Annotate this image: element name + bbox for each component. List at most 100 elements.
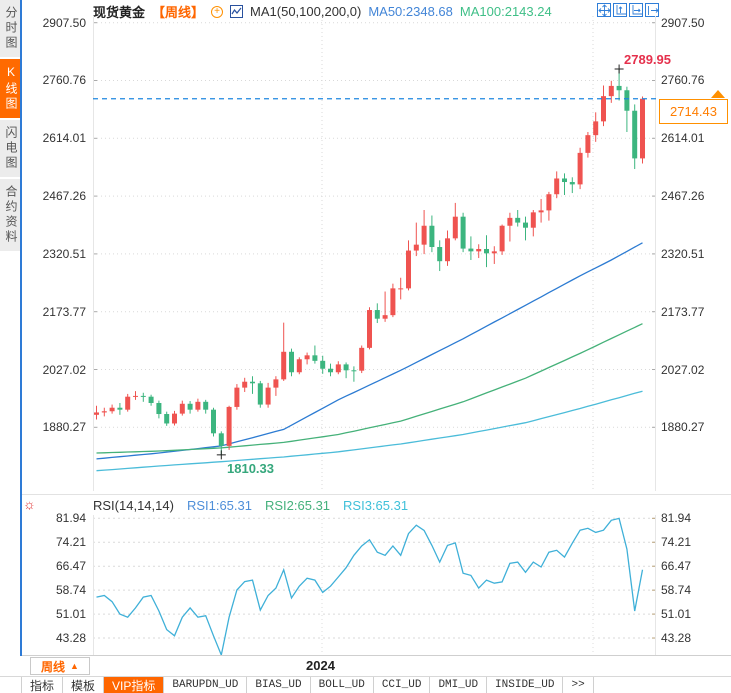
candle	[156, 402, 162, 415]
candle	[507, 217, 513, 226]
candle	[546, 194, 552, 211]
bottom-tab[interactable]: CCI_UD	[374, 677, 431, 693]
ma200-line	[96, 390, 643, 472]
chart-type-sidebar: 分时图 K线图 闪电图 合约资料	[0, 0, 22, 656]
bottom-tab[interactable]: >>	[563, 677, 594, 693]
chart-type-tab[interactable]: K线图	[0, 59, 20, 118]
candle	[148, 396, 154, 403]
ma-chart-icon[interactable]	[230, 5, 244, 18]
current-price-tag: 2714.43	[659, 99, 728, 124]
candle	[640, 98, 645, 159]
candlestick-plot[interactable]	[93, 0, 656, 495]
candle	[273, 379, 279, 388]
candle	[452, 216, 458, 239]
chart-type-tab[interactable]: 分时图	[0, 0, 20, 57]
candle	[445, 238, 450, 262]
candle	[554, 178, 560, 195]
candle	[398, 288, 404, 290]
rsi-tick-label: 51.01	[55, 607, 86, 622]
price-tick-label: 2320.51	[42, 246, 86, 261]
period-selector-label: 周线	[41, 659, 66, 674]
time-axis-line	[22, 655, 731, 656]
candle	[359, 347, 365, 371]
candle	[250, 381, 255, 384]
ma50-value: MA50:2348.68	[368, 4, 453, 19]
low-price-annotation: 1810.33	[227, 461, 274, 476]
candle	[351, 370, 357, 372]
current-price-value: 2714.43	[670, 104, 717, 119]
candle	[429, 225, 435, 248]
bottom-tab[interactable]: 模板	[63, 677, 105, 693]
bottom-tab[interactable]: INSIDE_UD	[487, 677, 564, 693]
rsi-title[interactable]: RSI(14,14,14)	[93, 498, 174, 513]
bottom-tab[interactable]: BARUPDN_UD	[164, 677, 248, 693]
collapse-right-icon[interactable]	[645, 3, 659, 17]
candle	[234, 387, 240, 407]
candle	[304, 355, 310, 360]
chart-toolbar	[597, 3, 659, 17]
price-tick-label: 2614.01	[661, 131, 705, 146]
candle	[406, 250, 411, 289]
candle	[538, 210, 544, 213]
bottom-tab[interactable]: BOLL_UD	[311, 677, 374, 693]
ma-settings-label[interactable]: MA1(50,100,200,0)	[250, 4, 362, 19]
rsi-plot[interactable]	[93, 497, 656, 655]
tab-bar-spacer	[0, 677, 22, 693]
bottom-tab[interactable]: VIP指标	[104, 677, 165, 693]
price-tick-label: 2467.26	[661, 189, 705, 204]
candle	[125, 396, 131, 410]
candle	[413, 244, 419, 251]
price-tick-label: 2173.77	[661, 304, 705, 319]
rsi3-value: RSI3:65.31	[343, 498, 409, 513]
bottom-tab[interactable]: DMI_UD	[430, 677, 488, 693]
candle	[491, 251, 497, 254]
period-selector-button[interactable]: 周线 ▲	[30, 657, 90, 675]
candle	[343, 364, 349, 371]
candle	[530, 212, 536, 228]
rsi-tick-label: 66.47	[661, 559, 692, 574]
bottom-tab[interactable]: 指标	[22, 677, 64, 693]
rsi-tick-label: 81.94	[661, 511, 692, 526]
chart-type-tab[interactable]: 闪电图	[0, 120, 20, 177]
candle	[437, 247, 443, 262]
price-tick-label: 2173.77	[42, 304, 86, 319]
indicator-settings-icon[interactable]: ☼	[23, 496, 36, 512]
chart-type-tab[interactable]: 合约资料	[0, 179, 20, 251]
axis-zoom-icon[interactable]	[613, 3, 627, 17]
candle	[211, 409, 216, 434]
rsi1-value: RSI1:65.31	[186, 498, 252, 513]
candle	[320, 360, 326, 369]
candle	[585, 135, 591, 153]
candle	[460, 216, 466, 249]
candle	[515, 217, 521, 223]
candle	[101, 411, 107, 413]
candle	[195, 401, 201, 410]
price-tick-label: 1880.27	[42, 420, 86, 435]
period-tag: 【周线】	[152, 5, 205, 20]
candle	[608, 85, 614, 97]
rsi2-value: RSI2:65.31	[264, 498, 331, 513]
candle	[382, 315, 388, 319]
candle	[296, 359, 302, 373]
candle	[289, 351, 294, 373]
candle	[312, 355, 318, 361]
candle	[335, 364, 341, 373]
add-indicator-icon[interactable]: +	[211, 5, 224, 18]
candle	[226, 406, 232, 446]
price-tick-label: 1880.27	[661, 420, 705, 435]
price-tick-label: 2760.76	[42, 73, 86, 88]
candle	[133, 395, 138, 397]
move-tool-icon[interactable]	[597, 3, 611, 17]
price-tick-label: 2027.02	[661, 362, 705, 377]
x-axis-year-label: 2024	[306, 658, 335, 673]
candle	[601, 96, 606, 122]
bottom-tab[interactable]: BIAS_UD	[247, 677, 311, 693]
candle	[390, 288, 396, 316]
candle	[593, 121, 599, 136]
axis-pan-icon[interactable]	[629, 3, 643, 17]
price-tick-label: 2760.76	[661, 73, 705, 88]
candle	[203, 401, 209, 410]
candle	[164, 414, 170, 424]
ma50-line	[96, 242, 643, 460]
